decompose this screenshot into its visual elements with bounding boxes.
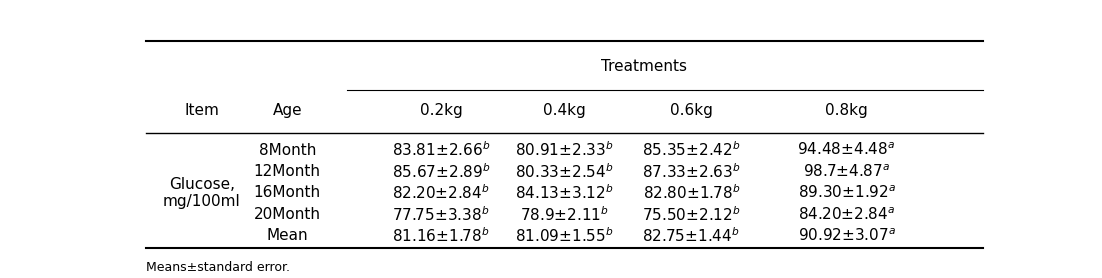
Text: Age: Age xyxy=(272,103,302,118)
Text: 94.48±4.48$^{a}$: 94.48±4.48$^{a}$ xyxy=(798,142,896,158)
Text: 83.81±2.66$^{b}$: 83.81±2.66$^{b}$ xyxy=(391,141,490,159)
Text: 8Month: 8Month xyxy=(259,143,316,158)
Text: 0.8kg: 0.8kg xyxy=(825,103,868,118)
Text: Treatments: Treatments xyxy=(601,59,687,74)
Text: 85.67±2.89$^{b}$: 85.67±2.89$^{b}$ xyxy=(391,162,490,181)
Text: 20Month: 20Month xyxy=(253,207,321,222)
Text: 0.6kg: 0.6kg xyxy=(670,103,713,118)
Text: 80.33±2.54$^{b}$: 80.33±2.54$^{b}$ xyxy=(516,162,614,181)
Text: 98.7±4.87$^{a}$: 98.7±4.87$^{a}$ xyxy=(803,163,890,180)
Text: 89.30±1.92$^{a}$: 89.30±1.92$^{a}$ xyxy=(798,185,896,201)
Text: Item: Item xyxy=(184,103,219,118)
Text: 82.75±1.44$^{b}$: 82.75±1.44$^{b}$ xyxy=(642,226,741,245)
Text: 81.16±1.78$^{b}$: 81.16±1.78$^{b}$ xyxy=(392,226,489,245)
Text: 78.9±2.11$^{b}$: 78.9±2.11$^{b}$ xyxy=(520,205,609,224)
Text: 16Month: 16Month xyxy=(253,185,321,200)
Text: 77.75±3.38$^{b}$: 77.75±3.38$^{b}$ xyxy=(392,205,489,224)
Text: 90.92±3.07$^{a}$: 90.92±3.07$^{a}$ xyxy=(798,227,896,244)
Text: 0.2kg: 0.2kg xyxy=(420,103,463,118)
Text: Glucose,
mg/100ml: Glucose, mg/100ml xyxy=(163,177,240,209)
Text: Means±standard error.: Means±standard error. xyxy=(147,261,290,274)
Text: 80.91±2.33$^{b}$: 80.91±2.33$^{b}$ xyxy=(516,141,614,159)
Text: 82.80±1.78$^{b}$: 82.80±1.78$^{b}$ xyxy=(642,183,739,202)
Text: 84.13±3.12$^{b}$: 84.13±3.12$^{b}$ xyxy=(516,183,614,202)
Text: 87.33±2.63$^{b}$: 87.33±2.63$^{b}$ xyxy=(641,162,741,181)
Text: 0.4kg: 0.4kg xyxy=(543,103,586,118)
Text: 84.20±2.84$^{a}$: 84.20±2.84$^{a}$ xyxy=(798,206,895,223)
Text: 75.50±2.12$^{b}$: 75.50±2.12$^{b}$ xyxy=(641,205,741,224)
Text: 82.20±2.84$^{b}$: 82.20±2.84$^{b}$ xyxy=(392,183,489,202)
Text: 81.09±1.55$^{b}$: 81.09±1.55$^{b}$ xyxy=(516,226,614,245)
Text: Mean: Mean xyxy=(267,228,309,243)
Text: 12Month: 12Month xyxy=(253,164,321,179)
Text: 85.35±2.42$^{b}$: 85.35±2.42$^{b}$ xyxy=(641,141,741,159)
